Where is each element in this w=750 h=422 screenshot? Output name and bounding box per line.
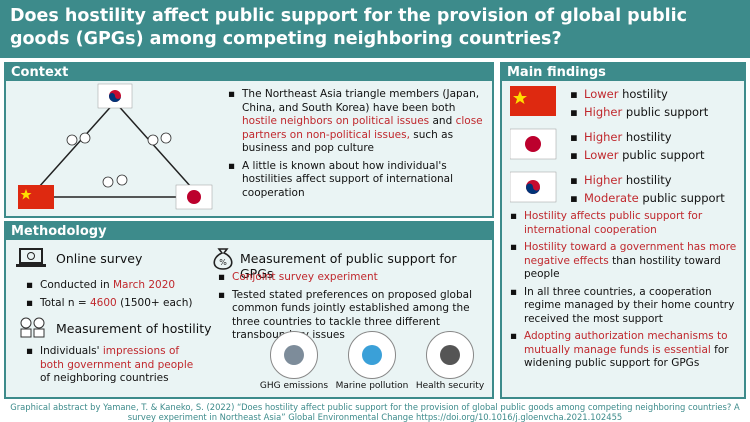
text: The Northeast Asia triangle members (Jap… — [242, 88, 480, 114]
text: hostility — [618, 87, 668, 101]
findings-bullets: Hostility affects public support for int… — [510, 210, 738, 375]
text: Conducted in — [40, 279, 113, 291]
emphasis-text: Lower — [584, 147, 619, 162]
issue-icons: GHG emissions Marine pollution Health secu… — [256, 331, 492, 397]
emphasis-text: impressions of both government and peopl… — [40, 345, 194, 371]
bullet: A little is known about how individual's… — [228, 160, 488, 201]
text: public support — [638, 190, 725, 205]
emphasis-text: close partners on non-political issues, — [242, 115, 483, 141]
country-bullets: Higher hostility Moderate public support — [570, 173, 740, 217]
icon-glyph — [440, 345, 460, 365]
icon-circle — [426, 331, 474, 379]
gpg-bullets: Conjoint survey experiment Tested stated … — [218, 271, 488, 347]
text: A little is known about how individual's… — [242, 159, 454, 199]
icon-circle — [348, 331, 396, 379]
text: such as business and pop culture — [242, 128, 454, 155]
emphasis-text: Higher — [584, 130, 623, 144]
hostility-bullets: Individuals' impressions of both governm… — [26, 345, 206, 390]
emphasis-text: Higher — [584, 173, 623, 187]
text: hostility — [622, 173, 672, 187]
text: public support — [622, 104, 709, 119]
bullet: Conducted in March 2020 — [26, 279, 206, 293]
emphasis-text: Higher — [584, 104, 623, 119]
bullet: Moderate public support — [570, 190, 740, 206]
icon-label: Health security — [415, 381, 485, 391]
icon-glyph — [362, 345, 382, 365]
issue-icon: GHG emissions — [256, 331, 332, 391]
flags — [510, 86, 557, 203]
icon-label: GHG emissions — [259, 381, 329, 391]
icon-label: Marine pollution — [335, 381, 409, 391]
emphasis-text: Hostility toward a government has more n… — [524, 241, 737, 267]
text: Tested stated preferences on proposed gl… — [232, 288, 472, 342]
emphasis-text: Lower — [584, 87, 619, 101]
bullet: Tested stated preferences on proposed gl… — [218, 289, 488, 343]
section-title: Measurement of hostility — [56, 321, 212, 336]
context-bullets: The Northeast Asia triangle members (Jap… — [228, 88, 488, 204]
emphasis-text: Hostility affects public support for int… — [524, 210, 703, 236]
bullet: Total n = 4600 (1500+ each) — [26, 297, 206, 311]
emphasis-text: Conjoint survey experiment — [232, 271, 378, 283]
bullet: Hostility affects public support for int… — [510, 210, 738, 237]
bullet: Adopting authorization mechanisms to mut… — [510, 330, 738, 371]
bullet: In all three countries, a cooperation re… — [510, 286, 738, 327]
country-findings: Lower hostilityHigher public supportHigh… — [570, 87, 740, 217]
text: than hostility toward people — [524, 254, 721, 281]
text: In all three countries, a cooperation re… — [524, 285, 735, 325]
emphasis-text: 4600 — [90, 296, 117, 309]
bullet: Higher hostility — [570, 130, 740, 145]
section-title: Online survey — [56, 251, 143, 266]
triangle-diagram — [18, 83, 213, 210]
panel-heading: Methodology — [6, 223, 492, 240]
emphasis-text: March 2020 — [113, 279, 176, 291]
bullet: Conjoint survey experiment — [218, 271, 488, 285]
survey-bullets: Conducted in March 2020 Total n = 4600 (1… — [26, 279, 206, 314]
text: of neighboring countries — [40, 372, 169, 384]
bullet: Higher hostility — [570, 173, 740, 188]
money-bag-icon: % — [213, 248, 233, 270]
icon-glyph — [284, 345, 304, 365]
bullet: Lower public support — [570, 147, 740, 163]
issue-icon: Health security — [412, 331, 488, 391]
icon-circle — [270, 331, 318, 379]
issue-icon: Marine pollution — [334, 331, 410, 391]
people-icon — [20, 317, 45, 338]
text: Individuals' — [40, 345, 103, 357]
bullet: Higher public support — [570, 104, 740, 120]
bullet: The Northeast Asia triangle members (Jap… — [228, 88, 488, 156]
findings-panel: Main findings Lower hostilityHigher publ… — [500, 62, 746, 399]
text: public support — [618, 147, 705, 162]
text: hostility — [622, 130, 672, 144]
panel-heading: Context — [6, 64, 492, 81]
footer: Graphical abstract by Yamane, T. & Kanek… — [10, 402, 740, 422]
bullet: Lower hostility — [570, 87, 740, 102]
laptop-icon — [16, 248, 46, 267]
context-panel: Context The Northeast Asia triangle memb… — [4, 62, 494, 218]
country-bullets: Lower hostility Higher public support — [570, 87, 740, 131]
bullet: Hostility toward a government has more n… — [510, 241, 738, 282]
text: Total n = — [40, 296, 90, 309]
text: for widening public support for GPGs — [524, 343, 729, 370]
emphasis-text: hostile neighbors on political issues — [242, 115, 430, 127]
text: (1500+ each) — [116, 296, 193, 309]
country-bullets: Higher hostilityLower public support — [570, 130, 740, 174]
methodology-panel: Methodology Online survey Conducted in M… — [4, 221, 494, 399]
svg-text:%: % — [219, 258, 227, 267]
panel-heading: Main findings — [502, 64, 744, 81]
bullet: Individuals' impressions of both governm… — [26, 345, 206, 386]
text: and — [429, 115, 456, 127]
title: Does hostility affect public support for… — [0, 0, 750, 58]
emphasis-text: Adopting authorization mechanisms to mut… — [524, 330, 728, 356]
emphasis-text: Moderate — [584, 190, 639, 205]
